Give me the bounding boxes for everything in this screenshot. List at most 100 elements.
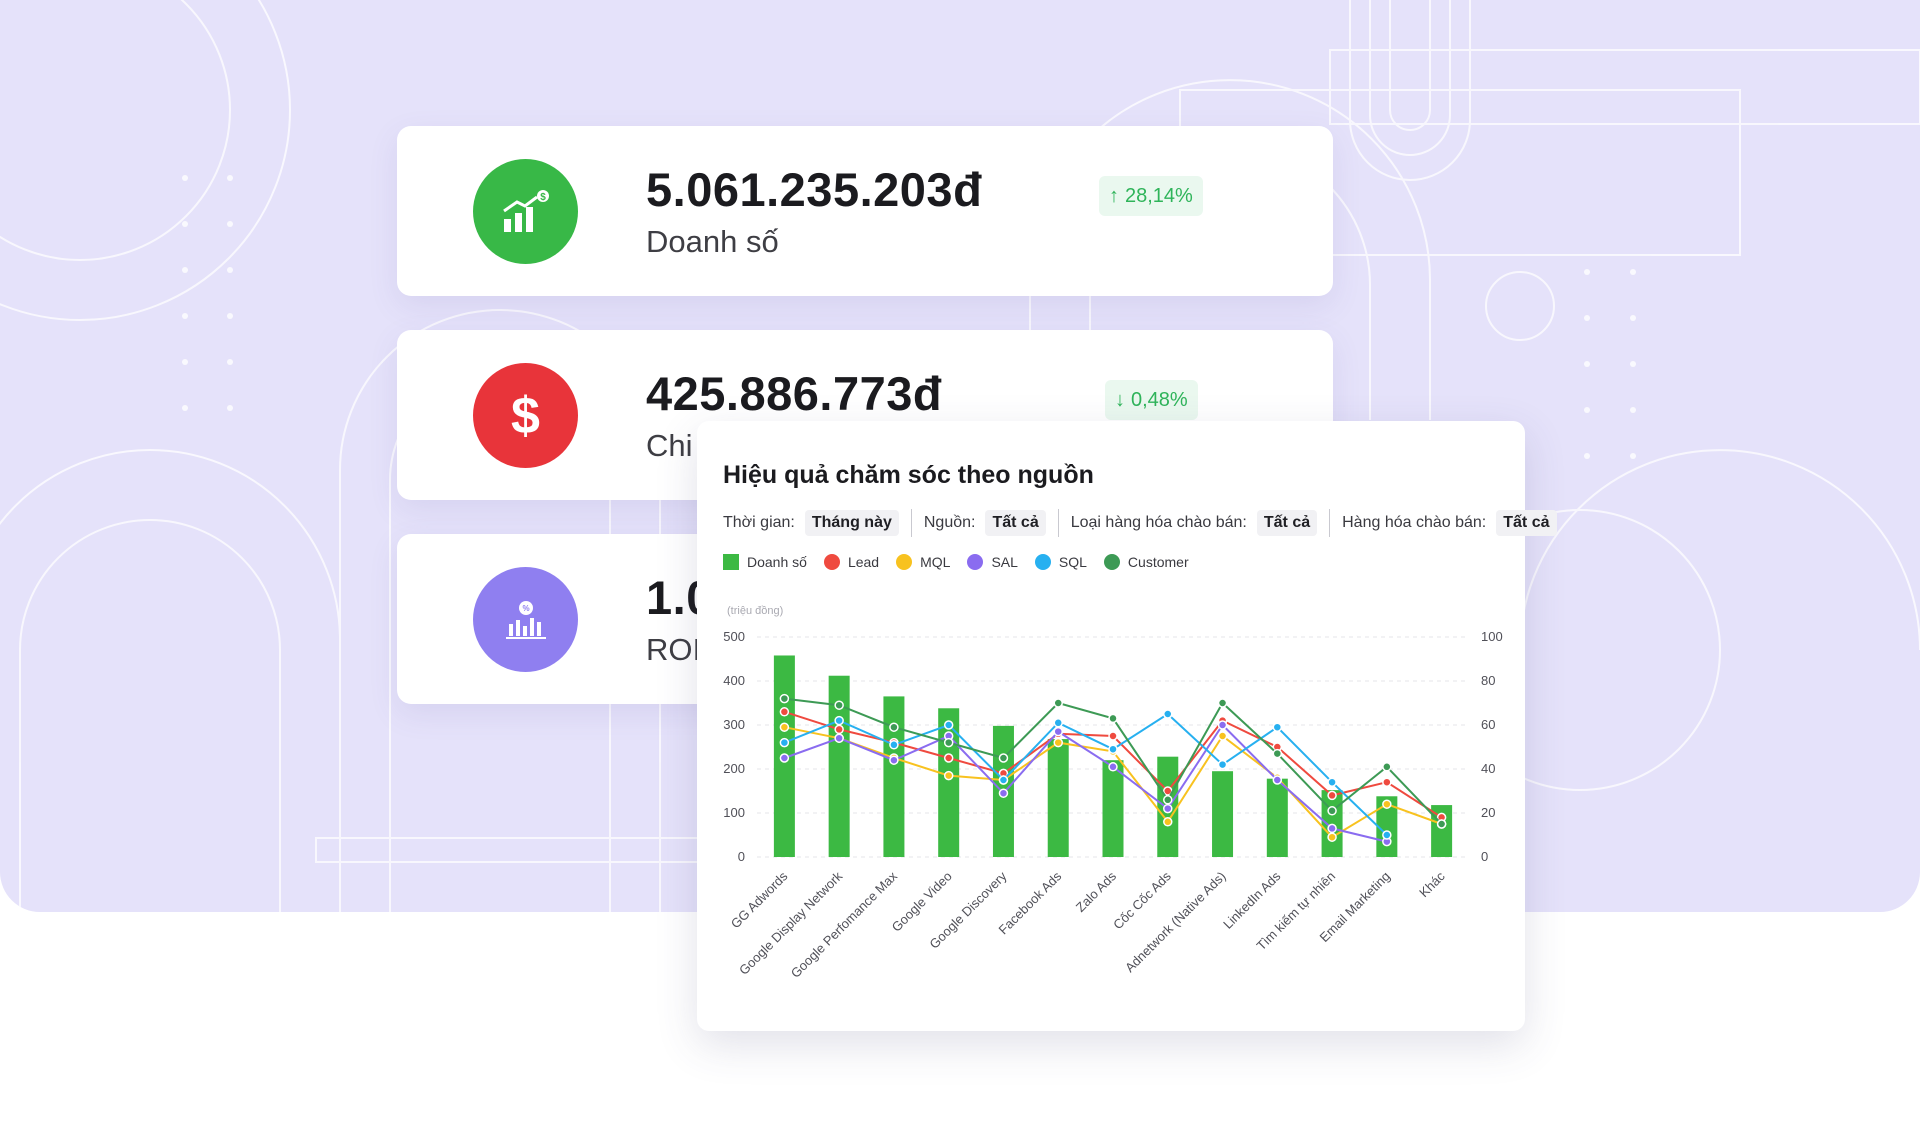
y-left-tick-label: 400 <box>723 673 745 688</box>
point-sal <box>1053 726 1063 737</box>
point-customer <box>1053 698 1063 708</box>
svg-text:$: $ <box>540 192 546 203</box>
point-mql <box>1053 737 1063 748</box>
point-sal <box>1327 823 1337 834</box>
revenue-value: 5.061.235.203đ <box>646 163 983 216</box>
background-decoration <box>0 0 1920 912</box>
legend-label: Customer <box>1127 554 1189 570</box>
legend-swatch <box>1103 554 1120 570</box>
point-sal <box>1108 762 1118 772</box>
bar-doanh-số <box>883 696 905 857</box>
filter-divider <box>910 509 912 537</box>
point-lead <box>1382 777 1392 787</box>
filter-time-value[interactable]: Tháng này <box>804 510 899 536</box>
filter-product-type-label: Loại hàng hóa chào bán: <box>1070 514 1247 531</box>
filter-product-type-value[interactable]: Tất cả <box>1256 510 1318 536</box>
point-sal <box>779 753 790 763</box>
filter-divider <box>1057 509 1059 537</box>
legend-item-mql[interactable]: MQL <box>896 554 950 570</box>
point-mql <box>1163 817 1173 827</box>
legend-item-sql[interactable]: SQL <box>1034 554 1087 570</box>
point-mql <box>943 770 954 781</box>
chart-growth-icon: $ <box>473 159 578 264</box>
filter-bar: Thời gian: Tháng này Nguồn: Tất cả Loại … <box>723 509 1557 537</box>
point-sql <box>1272 722 1283 732</box>
point-customer <box>943 737 954 748</box>
legend-label: Doanh số <box>747 554 807 570</box>
bar-doanh-số <box>828 675 850 857</box>
filter-time[interactable]: Thời gian: Tháng này <box>723 510 899 536</box>
point-lead <box>1108 731 1118 741</box>
y-right-tick-label: 80 <box>1481 673 1495 688</box>
point-sql <box>1327 777 1337 787</box>
point-customer <box>1327 806 1337 816</box>
filter-product[interactable]: Hàng hóa chào bán: Tất cả <box>1342 510 1557 536</box>
y-left-tick-label: 500 <box>723 629 745 644</box>
point-lead <box>834 724 844 735</box>
cost-label: Chi <box>646 428 693 463</box>
legend-swatch <box>1034 554 1051 570</box>
x-tick-label: Google Perfomance Max <box>788 868 901 981</box>
x-tick-label: Zalo Ads <box>1073 868 1120 915</box>
filter-product-value[interactable]: Tất cả <box>1496 510 1557 536</box>
point-mql <box>779 722 790 732</box>
svg-text:%: % <box>522 604 529 613</box>
filter-source[interactable]: Nguồn: Tất cả <box>924 510 1046 536</box>
point-customer <box>889 722 899 732</box>
point-sal <box>1272 775 1283 785</box>
point-customer <box>998 753 1009 763</box>
bar-doanh-số <box>1266 778 1288 857</box>
point-lead <box>1327 790 1337 801</box>
legend-label: MQL <box>920 554 951 570</box>
chart-legend: Doanh số Lead MQL SAL SQL Customer <box>723 554 1189 570</box>
point-customer <box>1217 698 1228 708</box>
legend-item-sal[interactable]: SAL <box>967 554 1018 570</box>
legend-swatch <box>967 554 984 570</box>
bar-doanh-số <box>1376 796 1398 857</box>
y-right-tick-label: 0 <box>1481 849 1488 864</box>
x-tick-label: Adnetwork (Native Ads) <box>1122 869 1229 976</box>
legend-item-lead[interactable]: Lead <box>823 554 880 570</box>
point-sal <box>1163 803 1173 814</box>
point-sql <box>943 720 954 730</box>
filter-source-value[interactable]: Tất cả <box>985 510 1046 536</box>
point-sal <box>889 755 899 765</box>
point-sql <box>889 740 899 750</box>
point-customer <box>779 693 790 704</box>
revenue-card: $ 5.061.235.203đ Doanh số ↑ 28,14% <box>397 126 1333 296</box>
y-right-tick-label: 100 <box>1481 629 1503 644</box>
legend-label: SAL <box>991 554 1018 570</box>
bar-doanh-số <box>938 708 960 857</box>
chart-title: Hiệu quả chăm sóc theo nguồn <box>723 461 1094 489</box>
bar-doanh-số <box>1047 739 1069 857</box>
filter-product-label: Hàng hóa chào bán: <box>1342 514 1487 531</box>
bar-doanh-số <box>1212 771 1234 857</box>
arrow-up-icon: ↑ <box>1109 184 1119 207</box>
legend-swatch <box>896 554 913 570</box>
legend-item-doanh-so[interactable]: Doanh số <box>723 554 807 570</box>
legend-label: Lead <box>847 554 880 570</box>
filter-product-type[interactable]: Loại hàng hóa chào bán: Tất cả <box>1070 510 1318 536</box>
point-lead <box>779 707 790 717</box>
point-sql <box>779 737 790 748</box>
dollar-icon: $ <box>473 363 578 468</box>
cost-trend-value: 0,48% <box>1131 388 1188 411</box>
revenue-trend-badge: ↑ 28,14% <box>1099 176 1203 216</box>
point-mql <box>1327 832 1337 842</box>
point-customer <box>1108 713 1118 724</box>
y-right-tick-label: 20 <box>1481 805 1495 820</box>
y-right-tick-label: 40 <box>1481 761 1495 776</box>
legend-swatch <box>723 554 739 570</box>
filter-time-label: Thời gian: <box>723 514 795 531</box>
point-customer <box>834 700 844 710</box>
filter-source-label: Nguồn: <box>923 514 976 531</box>
chart-card: Hiệu quả chăm sóc theo nguồn Thời gian: … <box>697 421 1557 1031</box>
bar-doanh-số <box>1102 760 1124 857</box>
point-mql <box>1382 799 1392 809</box>
y-left-tick-label: 200 <box>723 761 745 776</box>
y-axis-unit-label: (triệu đồng) <box>727 605 784 617</box>
legend-item-customer[interactable]: Customer <box>1103 554 1189 570</box>
point-sal <box>998 788 1009 798</box>
roi-chart-icon: % <box>473 567 578 672</box>
